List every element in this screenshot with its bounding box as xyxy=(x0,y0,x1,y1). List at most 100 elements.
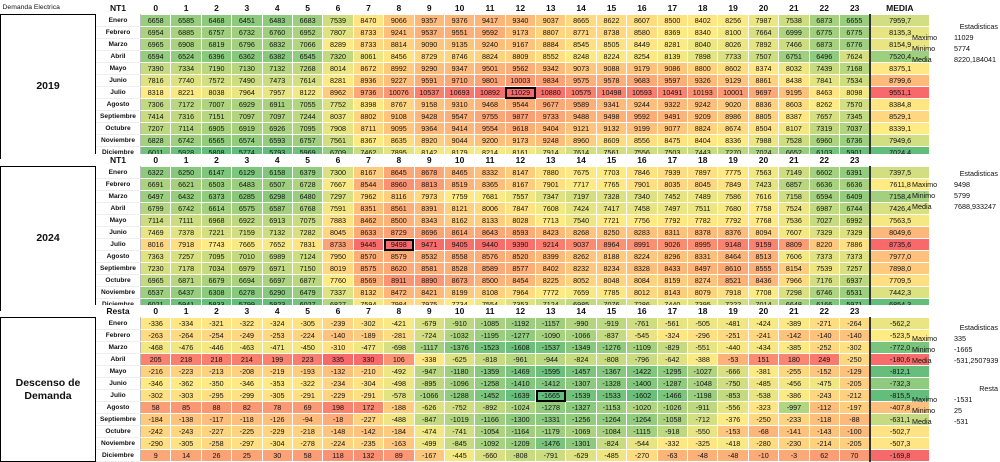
year-label: Descenso de Demanda xyxy=(0,317,96,462)
average-cell: -180,6 xyxy=(868,353,931,366)
data-cell: -224 xyxy=(322,437,354,450)
stats-value: 5774 xyxy=(954,44,970,53)
data-cell: 7390 xyxy=(139,62,172,75)
data-cell: 7752 xyxy=(322,98,354,111)
data-cell: 7320 xyxy=(322,50,354,63)
data-cell: -132 xyxy=(322,365,354,378)
month-label: Noviembre xyxy=(95,134,141,147)
table-row: Abril 205 218 218 214 199 223 335 330 106 -338 -625… xyxy=(1,353,931,366)
data-cell: 8225 xyxy=(535,274,567,287)
hour-header: 9 xyxy=(414,154,445,167)
data-cell: -538 xyxy=(747,389,780,402)
stats-row: Maximo -1531 xyxy=(912,394,998,405)
data-cell: 8048 xyxy=(595,274,628,287)
data-cell: 7964 xyxy=(504,286,537,299)
average-cell: 7709,5 xyxy=(868,274,931,287)
hour-header: 16 xyxy=(626,2,658,15)
data-cell: 10880 xyxy=(535,86,567,99)
data-cell: 9173 xyxy=(504,26,537,39)
data-cell: 9342 xyxy=(535,62,567,75)
data-cell: 58 xyxy=(291,449,324,462)
data-cell: 8162 xyxy=(443,214,476,227)
header-row: Resta 0 1 2 3 4 5 6 7 8 9 10 11 12 13 14 15 16 17 18 19 20 21 2… xyxy=(0,305,930,318)
data-cell: 8556 xyxy=(626,134,658,147)
data-cell: -385 xyxy=(778,341,810,354)
data-cell: 6760 xyxy=(261,26,293,39)
data-cell: 70 xyxy=(838,449,871,462)
hour-header: 3 xyxy=(231,154,263,167)
data-cell: -446 xyxy=(200,341,233,354)
data-cell: -1115 xyxy=(626,425,658,438)
data-cell: -421 xyxy=(383,317,415,330)
month-label: Agosto xyxy=(95,98,141,111)
data-cell: 8593 xyxy=(504,226,537,239)
data-cell: 6636 xyxy=(838,178,871,191)
data-cell: 8436 xyxy=(747,274,780,287)
data-cell: -1085 xyxy=(474,317,506,330)
data-cell: 9683 xyxy=(626,74,658,87)
hour-header: 0 xyxy=(140,305,171,318)
table-row: Mayo 7390 7334 7190 7130 7132 7268 8014 8672 8992… xyxy=(1,62,931,75)
data-cell: 6587 xyxy=(261,202,293,215)
data-cell: -1019 xyxy=(443,413,476,426)
data-cell: 7606 xyxy=(778,250,810,263)
data-cell: 6531 xyxy=(838,286,871,299)
data-cell: 6396 xyxy=(200,50,233,63)
data-cell: 6832 xyxy=(261,38,293,51)
stats-title: Estadisticas xyxy=(959,169,998,178)
data-cell: -1157 xyxy=(535,317,567,330)
data-cell: -1300 xyxy=(504,413,537,426)
data-cell: 8470 xyxy=(352,14,385,27)
table-row: Junio 7469 7378 7221 7159 7132 7282 8045 8633 872… xyxy=(1,226,931,239)
data-cell: -1457 xyxy=(565,365,597,378)
data-cell: 7452 xyxy=(656,190,689,203)
data-cell: 9736 xyxy=(352,86,385,99)
data-cell: -808 xyxy=(504,449,537,462)
data-cell: 7539 xyxy=(322,14,354,27)
data-cell: 214 xyxy=(231,353,263,366)
data-cell: -148 xyxy=(322,425,354,438)
data-cell: 8464 xyxy=(717,250,749,263)
data-cell: 6507 xyxy=(261,178,293,191)
data-cell: -68 xyxy=(747,425,780,438)
data-cell: 8665 xyxy=(565,14,597,27)
hour-header: 20 xyxy=(748,305,779,318)
data-cell: 8084 xyxy=(626,274,658,287)
data-cell: 7010 xyxy=(231,250,263,263)
data-cell: 8028 xyxy=(504,214,537,227)
data-cell: -53 xyxy=(717,353,749,366)
data-cell: 7507 xyxy=(747,50,780,63)
data-cell: -1192 xyxy=(504,317,537,330)
data-cell: 8620 xyxy=(383,262,415,275)
data-cell: 6857 xyxy=(778,178,810,191)
data-cell: 8328 xyxy=(626,262,658,275)
header-corner xyxy=(0,305,96,318)
data-cell: -322 xyxy=(231,317,263,330)
data-cell: 7743 xyxy=(200,238,233,251)
data-cell: 9195 xyxy=(778,86,810,99)
data-cell: 7591 xyxy=(322,202,354,215)
stats-key: Media xyxy=(912,55,932,64)
data-cell: 9088 xyxy=(595,62,628,75)
data-cell: -698 xyxy=(383,341,415,354)
data-cell: 7792 xyxy=(656,214,689,227)
data-cell: 8006 xyxy=(474,202,506,215)
data-cell: 6871 xyxy=(170,274,202,287)
data-cell: -140 xyxy=(838,329,871,342)
data-cell: 8232 xyxy=(565,262,597,275)
data-cell: 6158 xyxy=(261,166,293,179)
data-cell: 6437 xyxy=(170,286,202,299)
data-cell: 8581 xyxy=(413,262,445,275)
data-cell: 7624 xyxy=(838,50,871,63)
data-cell: 7300 xyxy=(322,166,354,179)
data-cell: 6873 xyxy=(808,38,840,51)
data-cell: -741 xyxy=(443,425,476,438)
data-cell: 7768 xyxy=(747,214,780,227)
table-row: Febrero -263 -264 -254 -249 -253 -224 -140 -189-… xyxy=(1,329,931,342)
data-cell: -118 xyxy=(231,413,263,426)
stats-row: Minimo 5799 xyxy=(912,190,998,201)
data-cell: 9026 xyxy=(656,238,689,251)
stats-title: Estadisticas xyxy=(959,22,998,31)
data-cell: 7721 xyxy=(595,214,628,227)
table-row: Octubre 7207 7114 6905 6919 6926 7095 7908 8711 9… xyxy=(1,122,931,135)
